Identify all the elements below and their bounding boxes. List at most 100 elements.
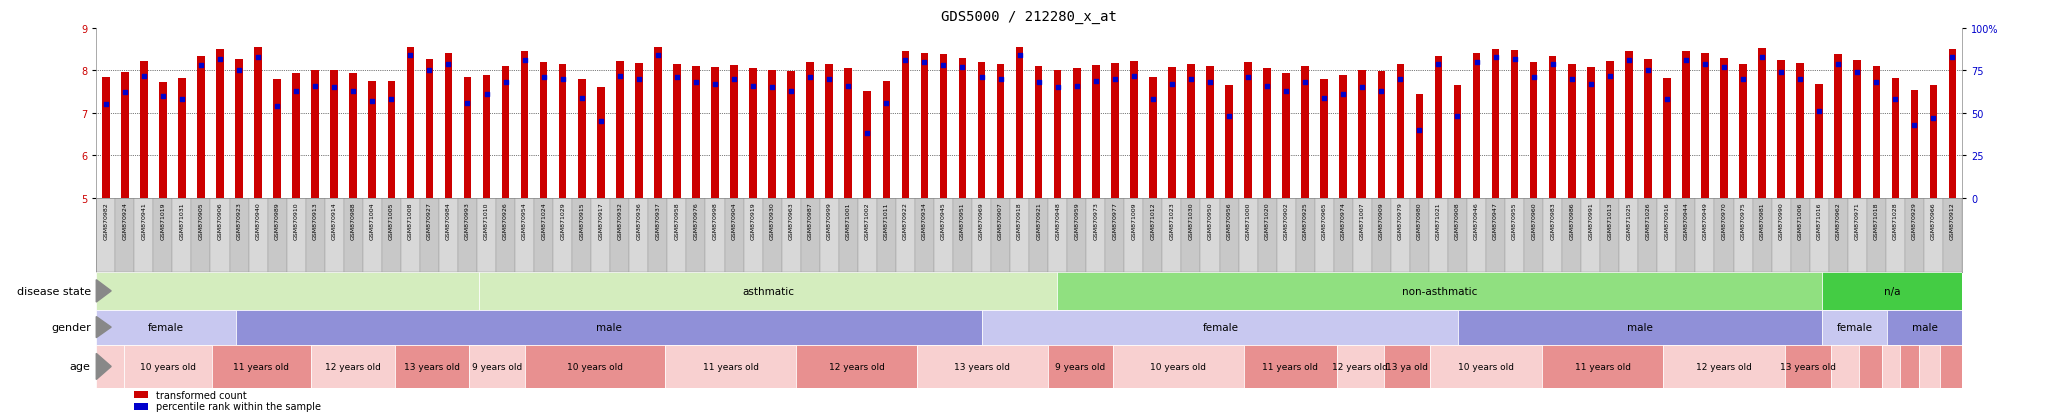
Bar — [254, 48, 262, 198]
Point — [451, 100, 483, 107]
Bar — [1702, 54, 1708, 198]
Point — [1421, 61, 1454, 68]
Bar — [940, 55, 948, 198]
Bar — [211, 198, 229, 273]
Bar — [1167, 68, 1176, 198]
Bar — [197, 57, 205, 198]
Bar — [381, 198, 401, 273]
Bar — [1454, 86, 1462, 198]
Bar — [395, 345, 469, 388]
Text: 9 years old: 9 years old — [473, 362, 522, 371]
Bar — [541, 63, 547, 198]
Text: male: male — [596, 322, 623, 332]
Polygon shape — [96, 317, 111, 338]
Text: GSM871007: GSM871007 — [1360, 202, 1364, 240]
Point — [1860, 80, 1892, 86]
Text: GSM870999: GSM870999 — [827, 202, 831, 240]
Bar — [1300, 67, 1309, 198]
Bar — [1239, 198, 1257, 273]
Text: 13 years old: 13 years old — [954, 362, 1010, 371]
Point — [184, 63, 217, 69]
Bar — [1778, 61, 1786, 198]
Point — [547, 76, 580, 83]
Point — [127, 73, 160, 80]
Bar — [1587, 68, 1595, 198]
Text: GSM870991: GSM870991 — [1589, 202, 1593, 240]
Text: GSM870970: GSM870970 — [1722, 202, 1726, 240]
Bar — [1853, 61, 1862, 198]
Text: GSM870966: GSM870966 — [1931, 202, 1935, 240]
Bar — [96, 310, 236, 345]
Bar — [934, 198, 952, 273]
Bar — [635, 64, 643, 198]
Bar — [1733, 198, 1753, 273]
Bar — [750, 69, 758, 198]
Bar — [801, 198, 819, 273]
Point — [1518, 75, 1550, 81]
Text: GSM870934: GSM870934 — [922, 202, 928, 240]
Text: GSM871019: GSM871019 — [160, 202, 166, 240]
Point — [1288, 80, 1321, 86]
Point — [756, 85, 788, 91]
Bar — [786, 72, 795, 198]
Bar — [1835, 55, 1841, 198]
Text: GSM871025: GSM871025 — [1626, 202, 1632, 240]
Bar — [1663, 345, 1784, 388]
Point — [1499, 56, 1532, 63]
Point — [1708, 64, 1741, 71]
Bar — [705, 198, 725, 273]
Text: transformed count: transformed count — [156, 390, 246, 400]
Point — [1022, 80, 1055, 86]
Text: GSM871021: GSM871021 — [1436, 202, 1442, 240]
Bar — [268, 198, 287, 273]
Text: GSM870971: GSM870971 — [1855, 202, 1860, 240]
Bar — [629, 198, 649, 273]
Text: non-asthmatic: non-asthmatic — [1403, 286, 1477, 296]
Bar — [217, 50, 223, 198]
Bar — [1333, 198, 1354, 273]
Bar — [160, 83, 166, 198]
Bar — [1188, 65, 1194, 198]
Text: GSM870955: GSM870955 — [1511, 202, 1518, 240]
Point — [1745, 55, 1778, 61]
Bar — [840, 198, 858, 273]
Bar — [1257, 198, 1276, 273]
Point — [907, 59, 940, 66]
Point — [1004, 53, 1036, 59]
Bar — [1282, 74, 1290, 198]
Text: GSM870923: GSM870923 — [236, 202, 242, 240]
Bar — [1124, 198, 1143, 273]
Point — [1802, 109, 1835, 115]
Point — [774, 88, 807, 95]
Text: GSM871024: GSM871024 — [541, 202, 547, 240]
Point — [1137, 97, 1169, 103]
Bar — [362, 198, 381, 273]
Point — [90, 102, 123, 108]
Point — [1536, 61, 1569, 68]
Bar — [922, 53, 928, 198]
Bar — [477, 198, 496, 273]
Bar — [272, 80, 281, 198]
Point — [641, 53, 674, 59]
Point — [1575, 81, 1608, 88]
Point — [584, 119, 616, 125]
Bar — [1542, 198, 1563, 273]
Text: GSM870980: GSM870980 — [1417, 202, 1421, 240]
Bar — [1911, 90, 1919, 198]
Bar — [1034, 67, 1042, 198]
Point — [813, 76, 846, 83]
Bar — [1696, 198, 1714, 273]
Point — [166, 97, 199, 103]
Bar — [211, 345, 311, 388]
Text: GSM871006: GSM871006 — [1798, 202, 1802, 240]
Bar — [553, 198, 571, 273]
Text: GSM870922: GSM870922 — [903, 202, 907, 240]
Text: GSM871000: GSM871000 — [1245, 202, 1251, 240]
Bar — [1620, 198, 1638, 273]
Text: GSM871008: GSM871008 — [408, 202, 414, 240]
Point — [1231, 75, 1264, 81]
Point — [281, 88, 313, 95]
Bar — [1530, 63, 1538, 198]
Point — [831, 83, 864, 90]
Point — [1898, 122, 1931, 129]
